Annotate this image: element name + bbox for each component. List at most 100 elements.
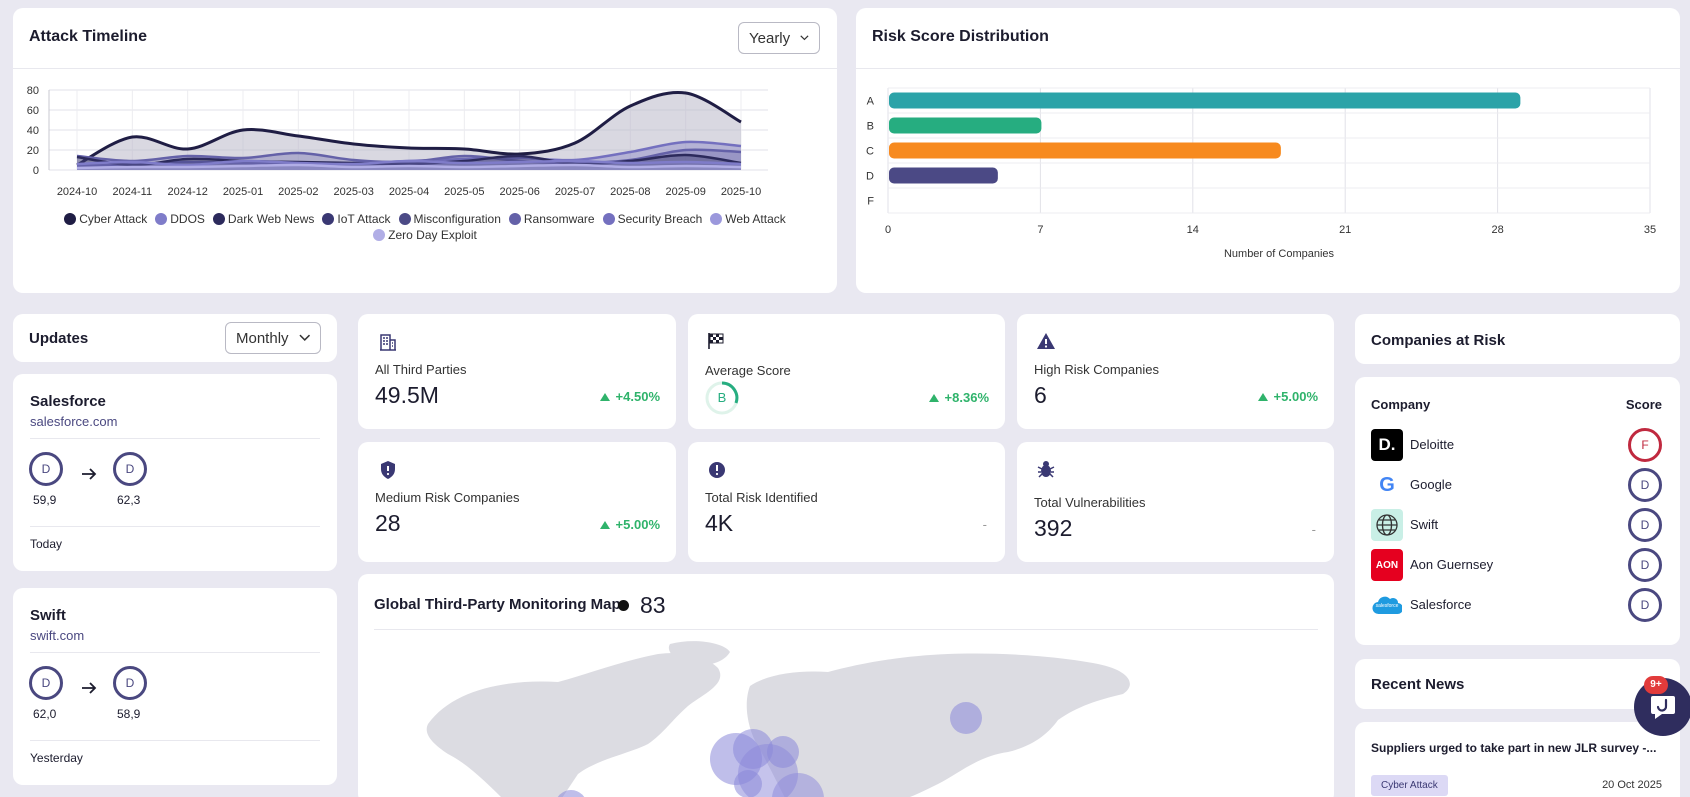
company-name[interactable]: Swift bbox=[1410, 517, 1439, 532]
stat-card-average-score[interactable]: Average Score B +8.36% bbox=[688, 314, 1005, 429]
updates-period-value: Monthly bbox=[236, 329, 289, 347]
news-item-card[interactable]: Suppliers urged to take part in new JLR … bbox=[1355, 722, 1680, 797]
updates-period-select[interactable]: Monthly bbox=[225, 322, 321, 354]
greenland-landmass bbox=[668, 641, 730, 666]
salesforce-logo: salesforce bbox=[1371, 589, 1403, 621]
map-count-dot bbox=[618, 600, 629, 611]
stat-value: 49.5M bbox=[375, 382, 439, 408]
map-title: Global Third-Party Monitoring Map bbox=[374, 596, 621, 613]
x-tick-label: 2025-01 bbox=[223, 186, 263, 198]
news-headline[interactable]: Suppliers urged to take part in new JLR … bbox=[1371, 741, 1657, 755]
series-line[interactable] bbox=[76, 159, 742, 167]
legend-item[interactable]: Web Attack bbox=[710, 212, 786, 226]
deloitte-logo-mark: D. bbox=[1378, 435, 1396, 454]
risk-distribution-card: Risk Score Distribution 0 7 14 21 28 35 A B C D F N… bbox=[856, 8, 1680, 293]
update-company-domain[interactable]: salesforce.com bbox=[30, 414, 118, 429]
updates-header-card: Updates Monthly bbox=[13, 314, 337, 362]
risk-bar[interactable] bbox=[889, 142, 1281, 159]
company-name[interactable]: Aon Guernsey bbox=[1410, 557, 1494, 572]
company-grade-badge: F bbox=[1628, 428, 1662, 462]
legend-dot bbox=[373, 229, 386, 241]
map-bubble[interactable] bbox=[950, 702, 982, 734]
from-grade-badge: D bbox=[29, 666, 63, 700]
stat-card-total-risk[interactable]: Total Risk Identified 4K - bbox=[688, 442, 1005, 562]
legend-dot bbox=[155, 213, 168, 225]
update-divider bbox=[30, 652, 320, 653]
y-tick-label: A bbox=[867, 96, 875, 108]
legend-item[interactable]: Cyber Attack bbox=[64, 212, 147, 226]
update-company-name: Swift bbox=[30, 607, 66, 624]
legend-item[interactable]: Zero Day Exploit bbox=[373, 228, 477, 242]
map-bubble[interactable] bbox=[734, 770, 762, 797]
legend-label: Cyber Attack bbox=[79, 212, 148, 226]
risk-distribution-chart: 0 7 14 21 28 35 A B C D F Number of Companies bbox=[866, 87, 1656, 260]
x-tick-label: 0 bbox=[885, 224, 891, 236]
map-bubble[interactable] bbox=[767, 736, 799, 768]
x-tick-label: 2025-04 bbox=[389, 186, 429, 198]
stat-change: +8.36% bbox=[928, 390, 989, 405]
stat-card-total-vulnerabilities[interactable]: Total Vulnerabilities 392 - bbox=[1017, 442, 1334, 562]
map-bubble[interactable] bbox=[772, 773, 824, 797]
update-time: Today bbox=[30, 537, 63, 551]
y-tick-label: 0 bbox=[33, 165, 39, 177]
legend-item[interactable]: Dark Web News bbox=[212, 212, 314, 226]
monitoring-map-card: Global Third-Party Monitoring Map 83 bbox=[358, 574, 1334, 797]
stat-change: - bbox=[982, 517, 987, 532]
x-tick-label: 28 bbox=[1491, 224, 1503, 236]
news-tag[interactable]: Cyber Attack bbox=[1371, 775, 1448, 796]
stat-label: Medium Risk Companies bbox=[375, 490, 520, 505]
legend-label: Misconfiguration bbox=[413, 212, 501, 226]
update-time: Yesterday bbox=[30, 751, 83, 765]
stat-label: All Third Parties bbox=[375, 362, 467, 377]
timeline-legend: Cyber Attack DDOS Dark Web News IoT Attack M… bbox=[43, 212, 807, 242]
company-name[interactable]: Google bbox=[1410, 477, 1452, 492]
map-divider bbox=[374, 629, 1318, 630]
y-tick-label: B bbox=[867, 121, 874, 133]
map-bubble[interactable] bbox=[555, 790, 587, 797]
series-line[interactable] bbox=[76, 153, 742, 167]
x-tick-label: 2025-05 bbox=[444, 186, 484, 198]
series-line[interactable] bbox=[76, 163, 742, 170]
company-name[interactable]: Salesforce bbox=[1410, 597, 1472, 612]
legend-item[interactable]: DDOS bbox=[155, 212, 205, 226]
stat-change: - bbox=[1311, 522, 1316, 537]
stat-card-high-risk[interactable]: High Risk Companies 6 +5.00% bbox=[1017, 314, 1334, 429]
trend-up-icon bbox=[599, 520, 610, 529]
deloitte-logo: D. bbox=[1371, 429, 1403, 461]
legend-dot bbox=[602, 213, 615, 225]
risk-bar[interactable] bbox=[889, 117, 1042, 134]
world-map[interactable] bbox=[358, 634, 1334, 797]
legend-label: Security Breach bbox=[617, 212, 703, 226]
legend-item[interactable]: IoT Attack bbox=[322, 212, 391, 226]
legend-item[interactable]: Security Breach bbox=[602, 212, 703, 226]
stat-card-medium-risk[interactable]: Medium Risk Companies 28 +5.00% bbox=[358, 442, 676, 562]
eurasia-africa-landmass bbox=[746, 653, 1130, 797]
legend-dot bbox=[398, 213, 411, 225]
x-axis-label: Number of Companies bbox=[1224, 248, 1335, 260]
stat-label: Total Risk Identified bbox=[705, 490, 818, 505]
x-tick-label: 2025-09 bbox=[665, 186, 705, 198]
legend-label: Web Attack bbox=[725, 212, 786, 226]
attack-timeline-chart: 80 60 40 20 0 2024-10 2024-11 2024-12 2025-01 202… bbox=[27, 85, 768, 198]
stat-value: 392 bbox=[1034, 515, 1073, 541]
risk-bar[interactable] bbox=[889, 167, 998, 184]
update-card-salesforce[interactable]: Salesforce salesforce.com D 59,9 D 62,3 … bbox=[13, 374, 337, 571]
legend-item[interactable]: Ransomware bbox=[508, 212, 595, 226]
company-grade-badge: D bbox=[1628, 588, 1662, 622]
company-name[interactable]: Deloitte bbox=[1410, 437, 1455, 452]
aon-logo-mark: AON bbox=[1375, 559, 1399, 571]
legend-dot bbox=[64, 213, 77, 225]
risk-bar[interactable] bbox=[889, 92, 1521, 109]
companies-at-risk-table: Company Score D. Deloitte F G Google D S… bbox=[1355, 377, 1680, 645]
stat-value: 4K bbox=[705, 510, 734, 536]
x-tick-label: 2025-02 bbox=[278, 186, 318, 198]
stat-card-all-third-parties[interactable]: All Third Parties 49.5M +4.50% bbox=[358, 314, 676, 429]
attack-timeline-title: Attack Timeline bbox=[29, 28, 147, 45]
legend-item[interactable]: Misconfiguration bbox=[398, 212, 501, 226]
x-tick-label: 2025-03 bbox=[333, 186, 373, 198]
update-divider bbox=[30, 740, 320, 741]
series-line[interactable] bbox=[76, 90, 742, 167]
update-card-swift[interactable]: Swift swift.com D 62,0 D 58,9 Yesterday bbox=[13, 588, 337, 785]
update-company-domain[interactable]: swift.com bbox=[30, 628, 85, 643]
timeline-period-select[interactable]: Yearly bbox=[738, 22, 820, 54]
